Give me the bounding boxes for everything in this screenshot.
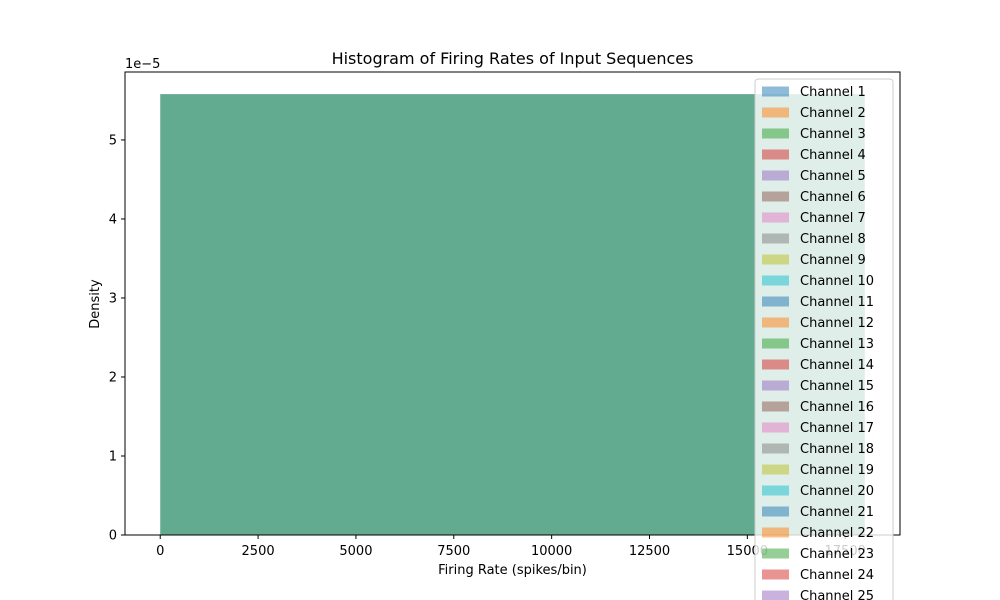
legend-label: Channel 8 <box>800 232 866 247</box>
legend-label: Channel 5 <box>800 169 866 184</box>
legend-swatch <box>762 338 789 349</box>
legend-swatch <box>762 254 789 265</box>
legend-label: Channel 11 <box>800 295 874 310</box>
legend-swatch <box>762 485 789 496</box>
y-tick-label: 0 <box>109 529 117 544</box>
legend-label: Channel 6 <box>800 190 866 205</box>
y-offset-text: 1e−5 <box>125 57 160 72</box>
legend-swatch <box>762 401 789 412</box>
legend-swatch <box>762 527 789 538</box>
plot-area <box>160 94 865 535</box>
legend-box <box>754 78 894 600</box>
legend-label: Channel 20 <box>800 484 874 499</box>
legend-swatch <box>762 170 789 181</box>
legend-swatch <box>762 548 789 559</box>
legend-label: Channel 10 <box>800 274 874 289</box>
x-tick-label: 2500 <box>242 544 275 559</box>
legend-swatch <box>762 233 789 244</box>
legend-label: Channel 23 <box>800 547 874 562</box>
legend-swatch <box>762 506 789 517</box>
legend-swatch <box>762 149 789 160</box>
histogram-bar <box>160 94 865 535</box>
legend-label: Channel 12 <box>800 316 874 331</box>
legend-swatch <box>762 317 789 328</box>
legend-label: Channel 2 <box>800 106 866 121</box>
legend-swatch <box>762 359 789 370</box>
legend-swatch <box>762 86 789 97</box>
legend-swatch <box>762 128 789 139</box>
legend-label: Channel 16 <box>800 400 874 415</box>
legend-swatch <box>762 275 789 286</box>
y-axis-label: Density <box>88 279 103 329</box>
legend-label: Channel 24 <box>800 568 874 583</box>
legend: Channel 1 Channel 2 Channel 3 Channel 4 Chan… <box>754 78 894 600</box>
y-tick-label: 3 <box>109 291 117 306</box>
legend-label: Channel 18 <box>800 442 874 457</box>
legend-label: Channel 7 <box>800 211 866 226</box>
legend-label: Channel 17 <box>800 421 874 436</box>
legend-label: Channel 19 <box>800 463 874 478</box>
legend-swatch <box>762 422 789 433</box>
legend-label: Channel 15 <box>800 379 874 394</box>
legend-swatch <box>762 569 789 580</box>
legend-swatch <box>762 107 789 118</box>
legend-label: Channel 14 <box>800 358 874 373</box>
y-tick-label: 4 <box>109 212 117 227</box>
legend-label: Channel 1 <box>800 85 866 100</box>
x-tick-label: 0 <box>156 544 164 559</box>
legend-swatch <box>762 212 789 223</box>
x-tick-label: 10000 <box>531 544 572 559</box>
y-tick-label: 2 <box>109 370 117 385</box>
y-tick-label: 5 <box>109 133 117 148</box>
legend-swatch <box>762 191 789 202</box>
legend-label: Channel 9 <box>800 253 866 268</box>
x-tick-label: 12500 <box>629 544 670 559</box>
legend-label: Channel 21 <box>800 505 874 520</box>
legend-swatch <box>762 590 789 600</box>
x-tick-label: 7500 <box>437 544 470 559</box>
y-tick-label: 1 <box>109 449 117 464</box>
legend-swatch <box>762 296 789 307</box>
legend-swatch <box>762 464 789 475</box>
legend-label: Channel 22 <box>800 526 874 541</box>
legend-label: Channel 25 <box>800 589 874 600</box>
axes-frame <box>124 71 901 536</box>
x-tick-label: 5000 <box>339 544 372 559</box>
legend-label: Channel 13 <box>800 337 874 352</box>
legend-label: Channel 3 <box>800 127 866 142</box>
legend-label: Channel 4 <box>800 148 866 163</box>
x-axis-label: Firing Rate (spikes/bin) <box>438 563 587 578</box>
legend-swatch <box>762 443 789 454</box>
legend-swatch <box>762 380 789 391</box>
chart-title: Histogram of Firing Rates of Input Seque… <box>332 49 694 68</box>
